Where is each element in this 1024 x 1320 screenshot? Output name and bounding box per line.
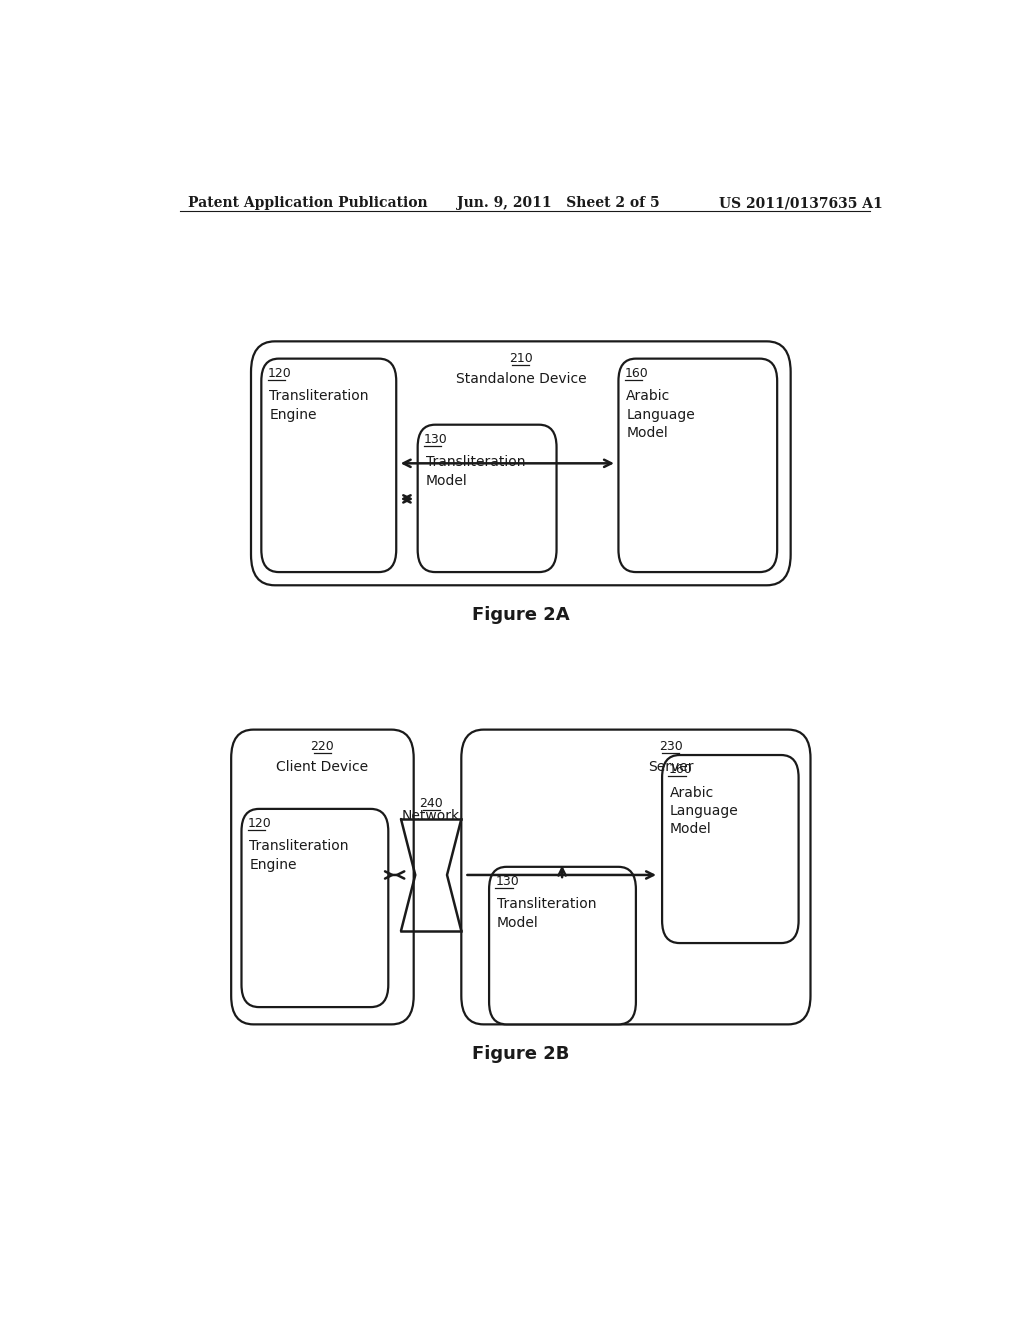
Text: Arabic
Language
Model: Arabic Language Model (627, 389, 695, 440)
Text: Figure 2B: Figure 2B (472, 1044, 569, 1063)
Text: Transliteration
Model: Transliteration Model (497, 898, 597, 929)
FancyBboxPatch shape (251, 342, 791, 585)
Text: Standalone Device: Standalone Device (456, 372, 586, 385)
FancyBboxPatch shape (231, 730, 414, 1024)
Text: Jun. 9, 2011   Sheet 2 of 5: Jun. 9, 2011 Sheet 2 of 5 (458, 195, 660, 210)
Text: Arabic
Language
Model: Arabic Language Model (670, 785, 738, 837)
Text: 120: 120 (267, 367, 292, 380)
Text: Transliteration
Engine: Transliteration Engine (250, 840, 349, 871)
Text: Transliteration
Model: Transliteration Model (426, 455, 525, 487)
Text: Figure 2A: Figure 2A (472, 606, 569, 623)
Text: 120: 120 (248, 817, 271, 830)
FancyBboxPatch shape (461, 730, 811, 1024)
FancyBboxPatch shape (618, 359, 777, 572)
Text: Client Device: Client Device (276, 760, 369, 774)
Text: 230: 230 (659, 739, 683, 752)
Text: Network: Network (402, 809, 460, 822)
Text: 130: 130 (496, 875, 519, 888)
Text: 240: 240 (419, 797, 443, 809)
Text: 220: 220 (310, 739, 334, 752)
Text: Server: Server (648, 760, 693, 774)
FancyBboxPatch shape (261, 359, 396, 572)
Text: US 2011/0137635 A1: US 2011/0137635 A1 (719, 195, 883, 210)
Text: Patent Application Publication: Patent Application Publication (187, 195, 427, 210)
FancyBboxPatch shape (418, 425, 557, 572)
Text: 210: 210 (509, 351, 532, 364)
Text: 130: 130 (424, 433, 447, 446)
Text: 160: 160 (625, 367, 648, 380)
Text: 160: 160 (669, 763, 692, 776)
FancyBboxPatch shape (489, 867, 636, 1024)
Text: Transliteration
Engine: Transliteration Engine (269, 389, 369, 421)
FancyBboxPatch shape (663, 755, 799, 942)
FancyBboxPatch shape (242, 809, 388, 1007)
